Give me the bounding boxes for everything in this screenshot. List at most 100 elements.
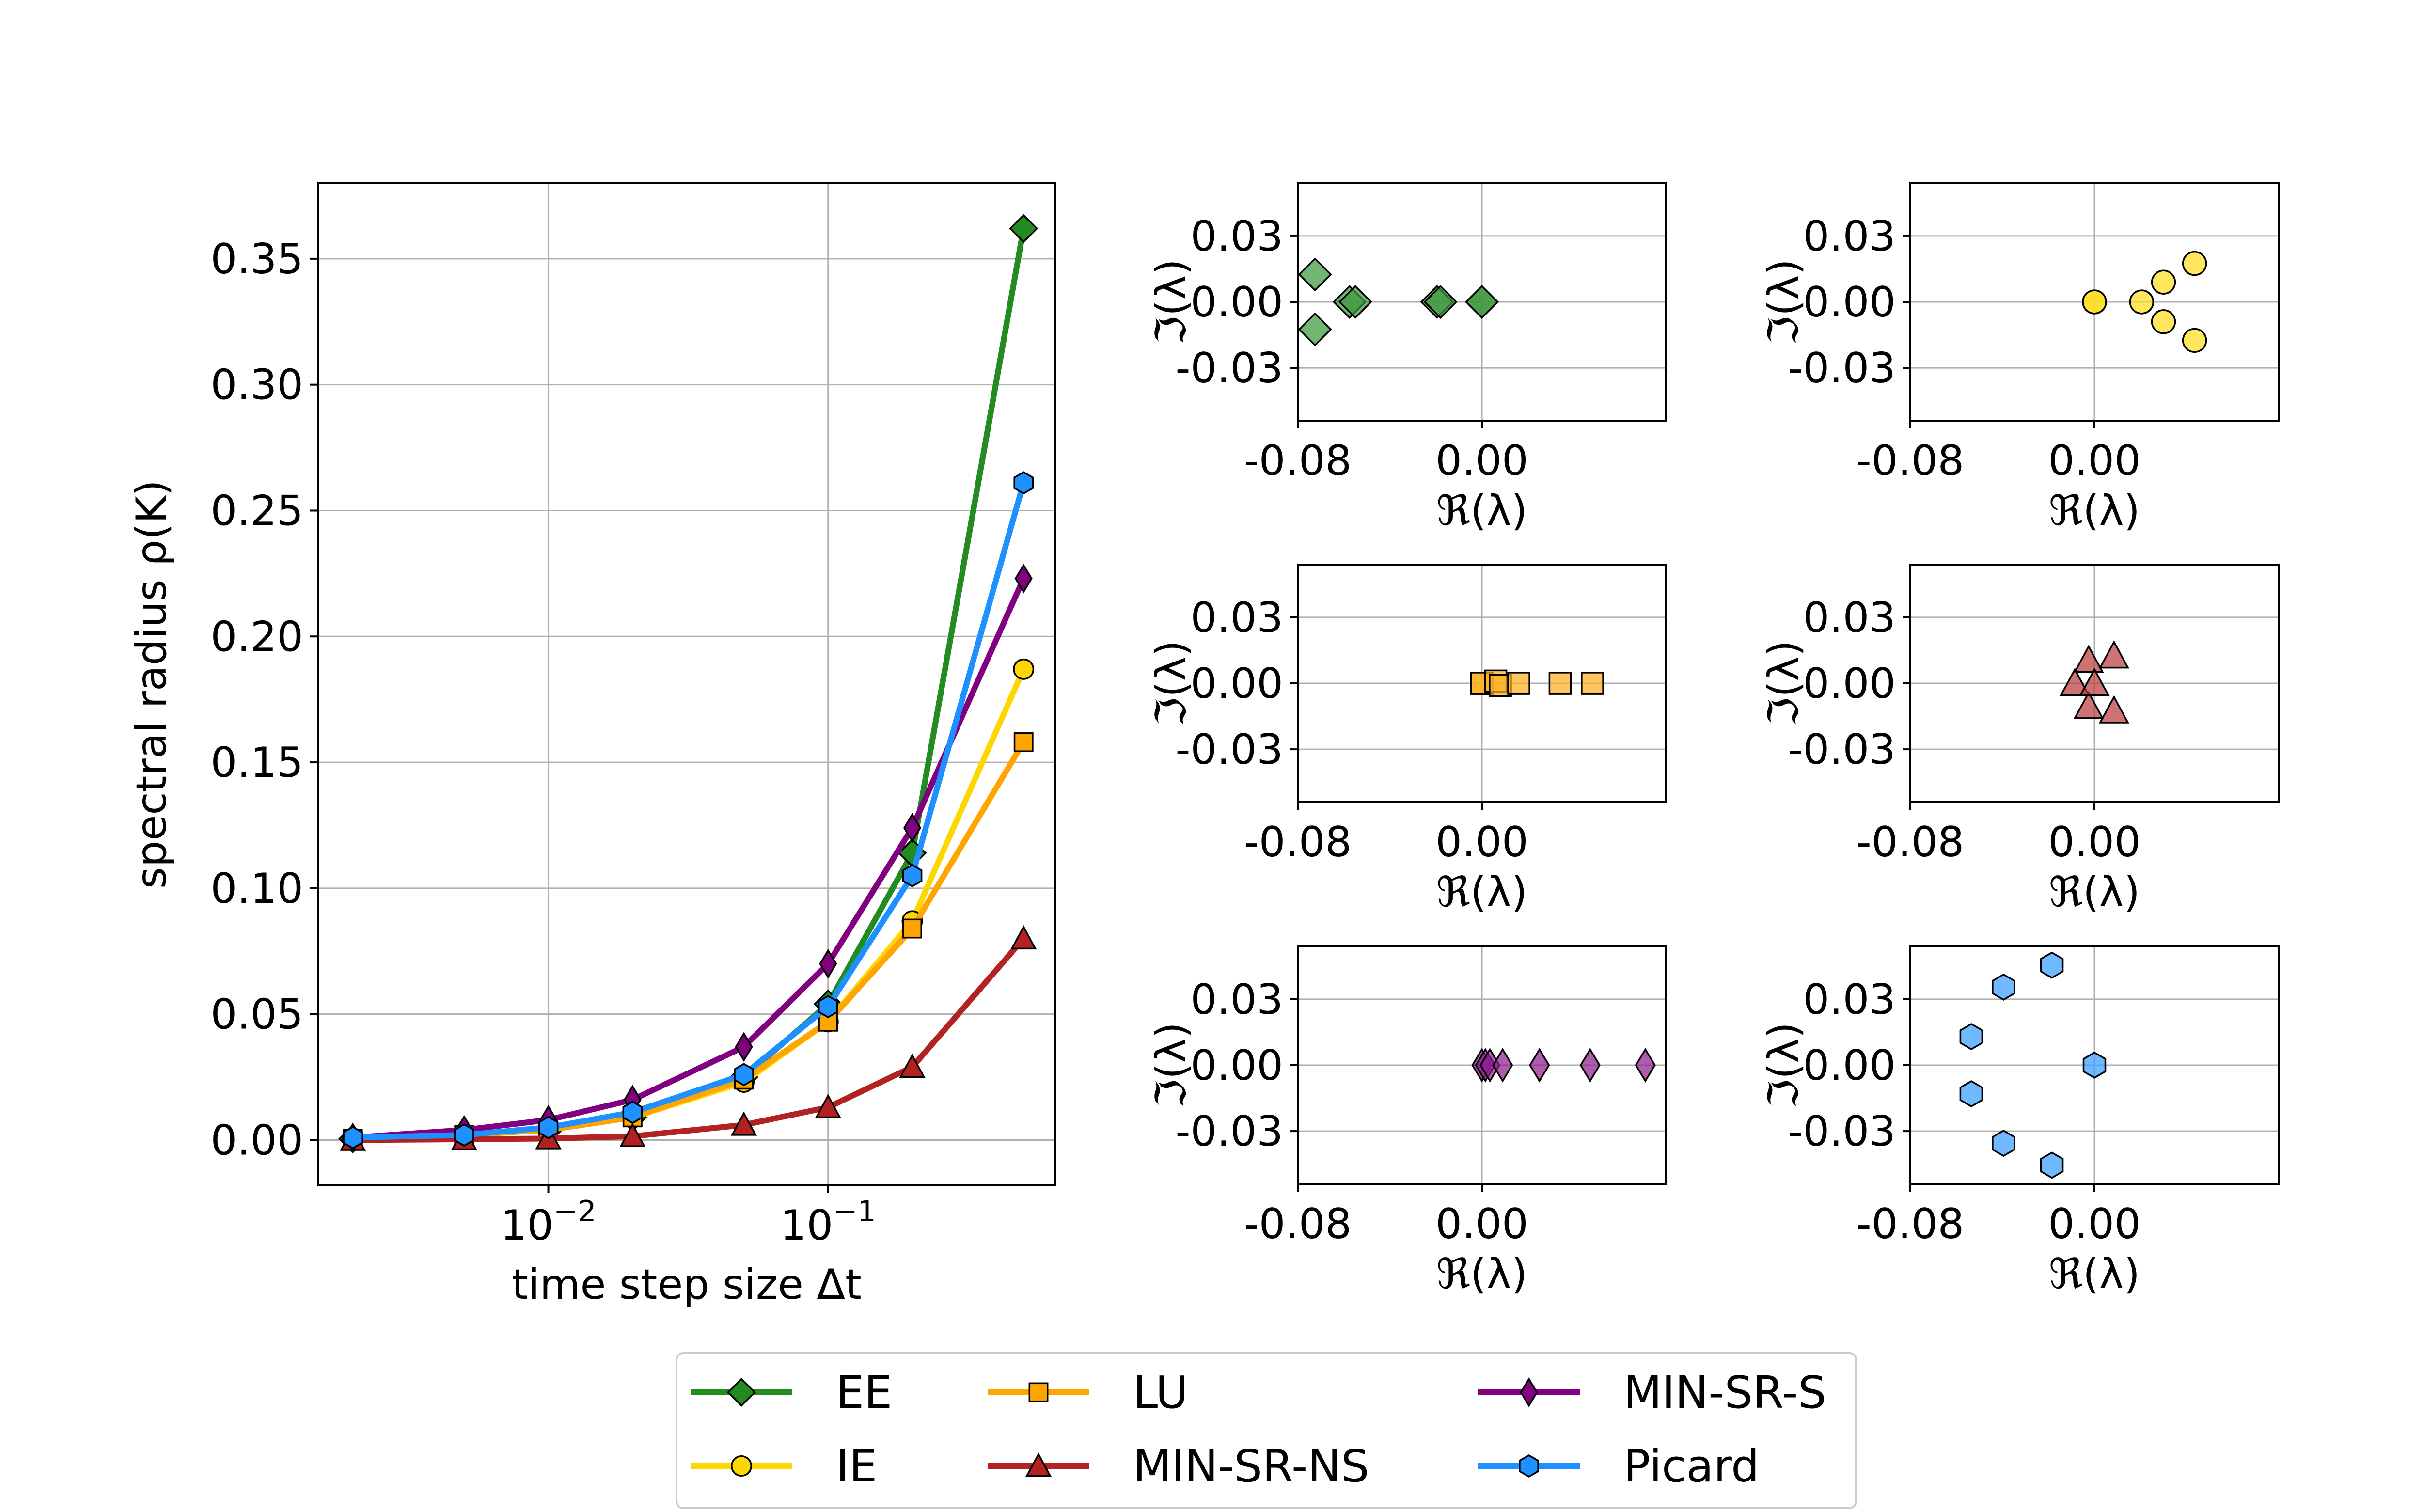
legend-entry-ee: EE — [691, 1367, 892, 1418]
panel-y-tick-label: 0.00 — [1191, 278, 1283, 327]
panel-x-tick-label: -0.08 — [1857, 818, 1965, 866]
panel-y-tick-label: 0.00 — [1803, 660, 1896, 708]
data-point-min-sr-s — [735, 1032, 753, 1062]
eigen-panel-min-sr-ns: 0.030.00-0.03-0.08 0.00ℜ(λ)ℑ(λ) — [1760, 564, 2280, 916]
data-point-min-sr-ns — [619, 1122, 646, 1147]
legend-label: MIN-SR-NS — [1133, 1440, 1369, 1492]
legend-marker-picard — [1519, 1454, 1539, 1478]
panel-y-tick-label: -0.03 — [1175, 1107, 1283, 1156]
eigenvalue-point — [1492, 1048, 1513, 1083]
eigenvalue-point — [2040, 951, 2064, 979]
panel-y-tick-label: -0.03 — [1788, 725, 1896, 774]
data-point-ee — [1009, 214, 1038, 243]
legend-entry-min-sr-ns: MIN-SR-NS — [988, 1440, 1369, 1492]
y-tick-label: 0.30 — [211, 361, 303, 410]
data-point-picard — [1013, 471, 1034, 495]
x-tick-base: 10 — [780, 1201, 833, 1250]
data-point-picard — [734, 1063, 754, 1087]
data-point-picard — [818, 995, 838, 1019]
legend-entry-picard: Picard — [1478, 1440, 1760, 1492]
panel-y-tick-label: 0.00 — [1191, 1041, 1283, 1090]
panel-y-axis-label: ℑ(λ) — [1147, 259, 1196, 345]
legend-label: Picard — [1623, 1440, 1760, 1492]
panel-x-tick-label: -0.08 — [1857, 1200, 1965, 1248]
data-point-picard — [622, 1101, 643, 1124]
panel-y-axis-label: ℑ(λ) — [1760, 1022, 1808, 1108]
data-point-min-sr-s — [1014, 563, 1033, 594]
panel-x-tick-label: 0.00 — [1435, 818, 1528, 866]
panel-y-axis-label: ℑ(λ) — [1760, 640, 1808, 726]
eigenvalue-point — [2129, 289, 2155, 315]
eigenvalue-point — [1298, 257, 1332, 292]
main-plot-frame — [317, 182, 1056, 1186]
panel-y-axis-label: ℑ(λ) — [1147, 1022, 1196, 1108]
panel-y-tick-label: 0.00 — [1803, 1041, 1896, 1090]
data-point-picard — [343, 1126, 363, 1150]
series-picard — [343, 471, 1034, 1150]
eigenvalue-point — [2079, 667, 2110, 696]
data-point-lu — [1013, 732, 1034, 752]
eigenvalue-point — [2151, 269, 2176, 295]
legend-marker-lu — [1028, 1382, 1049, 1402]
series-line-min-sr-ns — [353, 936, 1026, 1143]
eigenvalue-point — [2098, 640, 2129, 669]
panel-x-axis-label: ℜ(λ) — [2049, 868, 2140, 916]
series-line-picard — [352, 482, 1026, 1141]
x-tick-base: 10 — [501, 1201, 553, 1250]
x-tick-label: 10−1 — [780, 1195, 876, 1250]
y-tick-label: 0.10 — [211, 865, 303, 913]
y-tick-label: 0.00 — [211, 1116, 303, 1165]
x-tick-label: 10−2 — [501, 1195, 597, 1250]
panel-x-axis-label: ℜ(λ) — [2049, 487, 2140, 535]
y-tick-label: 0.35 — [211, 235, 303, 284]
main-plot-area — [318, 183, 1055, 1185]
eigenvalue-point — [1579, 1048, 1601, 1083]
panel-x-axis-label: ℜ(λ) — [1436, 487, 1527, 535]
eigenvalue-point — [1992, 973, 2015, 1001]
panel-x-axis-label: ℜ(λ) — [1436, 1250, 1527, 1298]
panel-x-axis-label: ℜ(λ) — [2049, 1250, 2140, 1298]
eigenvalue-point — [2182, 328, 2207, 353]
y-tick-label: 0.15 — [211, 739, 303, 787]
panel-y-tick-label: 0.03 — [1191, 212, 1283, 261]
panel-y-tick-label: -0.03 — [1175, 344, 1283, 393]
eigenvalue-point — [2182, 251, 2207, 276]
panel-y-tick-label: -0.03 — [1788, 344, 1896, 393]
data-point-picard — [538, 1116, 559, 1139]
legend-label: MIN-SR-S — [1623, 1367, 1826, 1418]
y-tick-label: 0.20 — [211, 613, 303, 661]
eigenvalue-point — [1992, 1130, 2015, 1157]
legend: EE IE LU MIN-SR-NS MIN-SR-S Picard — [676, 1352, 1857, 1509]
x-tick-exponent: −1 — [833, 1195, 876, 1228]
eigenvalue-point — [1529, 1048, 1550, 1083]
data-point-picard — [454, 1123, 474, 1147]
legend-label: LU — [1133, 1367, 1188, 1418]
panel-x-tick-label: 0.00 — [1435, 437, 1528, 485]
eigen-panel-lu: 0.030.00-0.03-0.08 0.00ℜ(λ)ℑ(λ) — [1147, 564, 1667, 916]
panel-x-tick-label: -0.08 — [1244, 818, 1352, 866]
panel-x-tick-label: -0.08 — [1244, 437, 1352, 485]
eigenvalue-point — [2082, 1051, 2107, 1079]
eigenvalue-point — [1635, 1048, 1656, 1083]
eigen-panel-ee: 0.030.00-0.03-0.08 0.00ℜ(λ)ℑ(λ) — [1147, 182, 1667, 535]
panel-y-tick-label: 0.03 — [1191, 976, 1283, 1024]
data-point-lu — [902, 918, 922, 939]
panel-y-axis-label: ℑ(λ) — [1147, 640, 1196, 726]
panel-y-axis-label: ℑ(λ) — [1760, 259, 1808, 345]
legend-marker-min-sr-ns — [1025, 1452, 1052, 1477]
eigenvalue-point — [1548, 672, 1572, 695]
eigenvalue-point — [1298, 312, 1332, 346]
panel-y-tick-label: 0.03 — [1803, 976, 1896, 1024]
eigenvalue-point — [1465, 285, 1499, 319]
eigenvalue-point — [1338, 285, 1372, 319]
eigenvalue-point — [2040, 1151, 2064, 1179]
panel-x-tick-label: -0.08 — [1857, 437, 1965, 485]
data-point-min-sr-ns — [815, 1094, 841, 1118]
panel-y-tick-label: -0.03 — [1175, 725, 1283, 774]
x-tick-exponent: −2 — [553, 1195, 596, 1228]
eigenvalue-point — [1507, 672, 1530, 695]
panel-x-tick-label: 0.00 — [2048, 1200, 2140, 1248]
y-tick-label: 0.05 — [211, 991, 303, 1039]
legend-marker-ee — [727, 1378, 756, 1407]
